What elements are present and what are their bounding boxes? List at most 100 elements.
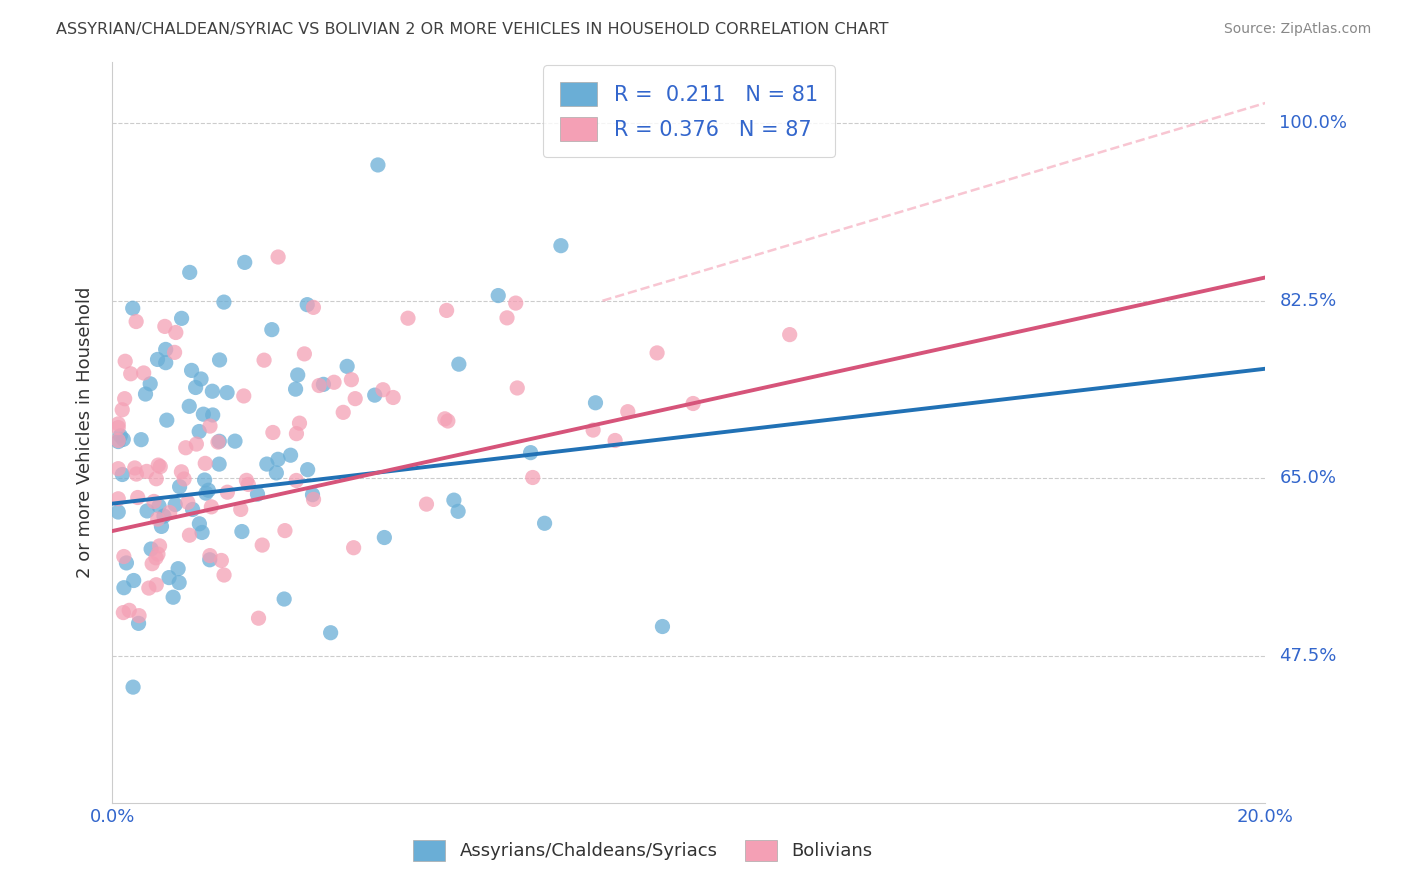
Point <box>207 435 229 450</box>
Point <box>146 512 169 526</box>
Point <box>319 625 342 640</box>
Point <box>112 433 135 447</box>
Point <box>163 345 186 359</box>
Y-axis label: 2 or more Vehicles in Household: 2 or more Vehicles in Household <box>76 287 94 578</box>
Point <box>367 158 389 172</box>
Point <box>124 461 146 475</box>
Point <box>651 619 673 633</box>
Point <box>323 376 346 390</box>
Point <box>150 519 173 533</box>
Point <box>188 425 211 439</box>
Point <box>141 557 163 571</box>
Point <box>153 319 176 334</box>
Point <box>312 377 335 392</box>
Point <box>332 405 354 419</box>
Point <box>217 385 239 400</box>
Point <box>114 392 136 406</box>
Point <box>415 497 437 511</box>
Point <box>231 524 253 539</box>
Point <box>301 488 323 502</box>
Point <box>550 238 572 252</box>
Point <box>112 549 135 564</box>
Point <box>603 434 626 448</box>
Point <box>173 472 195 486</box>
Point <box>132 366 155 380</box>
Point <box>246 487 269 501</box>
Point <box>284 382 307 396</box>
Point <box>125 314 148 328</box>
Point <box>582 423 605 437</box>
Point <box>146 352 169 367</box>
Point <box>122 574 145 588</box>
Text: 82.5%: 82.5% <box>1279 292 1337 310</box>
Point <box>201 384 224 399</box>
Point <box>212 568 235 582</box>
Point <box>179 399 201 413</box>
Point <box>779 327 801 342</box>
Point <box>682 396 704 410</box>
Point <box>238 477 260 491</box>
Point <box>188 516 211 531</box>
Point <box>139 541 162 556</box>
Point <box>157 571 180 585</box>
Point <box>208 434 231 449</box>
Point <box>155 343 177 357</box>
Point <box>184 380 207 394</box>
Point <box>111 402 134 417</box>
Point <box>267 452 290 467</box>
Point <box>146 547 169 561</box>
Point <box>343 541 366 555</box>
Point <box>505 296 527 310</box>
Point <box>274 524 297 538</box>
Point <box>585 396 607 410</box>
Point <box>273 592 295 607</box>
Point <box>194 473 217 487</box>
Point <box>148 539 170 553</box>
Point <box>122 680 145 694</box>
Point <box>180 363 202 377</box>
Point <box>252 538 274 552</box>
Point <box>217 485 239 500</box>
Point <box>115 556 138 570</box>
Point <box>447 357 470 371</box>
Point <box>179 528 201 542</box>
Point <box>285 426 308 441</box>
Point <box>155 356 177 370</box>
Point <box>134 387 156 401</box>
Point <box>170 311 193 326</box>
Point <box>110 429 132 443</box>
Point <box>533 516 555 531</box>
Text: 65.0%: 65.0% <box>1279 469 1336 487</box>
Point <box>169 480 191 494</box>
Point <box>285 474 308 488</box>
Point <box>235 474 257 488</box>
Point <box>165 498 187 512</box>
Point <box>107 505 129 519</box>
Point <box>209 553 232 567</box>
Point <box>148 458 170 472</box>
Point <box>107 420 129 434</box>
Text: 100.0%: 100.0% <box>1279 114 1347 132</box>
Point <box>107 461 129 475</box>
Point <box>194 456 217 470</box>
Text: Source: ZipAtlas.com: Source: ZipAtlas.com <box>1223 22 1371 37</box>
Point <box>262 425 284 440</box>
Point <box>167 562 190 576</box>
Point <box>167 575 190 590</box>
Point <box>224 434 246 449</box>
Point <box>308 378 330 392</box>
Point <box>165 326 187 340</box>
Point <box>436 303 458 318</box>
Point <box>107 417 129 431</box>
Point <box>198 419 221 434</box>
Point <box>297 298 319 312</box>
Point <box>174 441 197 455</box>
Point <box>138 581 160 595</box>
Point <box>181 502 204 516</box>
Text: ASSYRIAN/CHALDEAN/SYRIAC VS BOLIVIAN 2 OR MORE VEHICLES IN HOUSEHOLD CORRELATION: ASSYRIAN/CHALDEAN/SYRIAC VS BOLIVIAN 2 O… <box>56 22 889 37</box>
Point <box>447 504 470 518</box>
Point <box>522 470 544 484</box>
Point <box>506 381 529 395</box>
Point <box>125 467 148 481</box>
Point <box>437 414 460 428</box>
